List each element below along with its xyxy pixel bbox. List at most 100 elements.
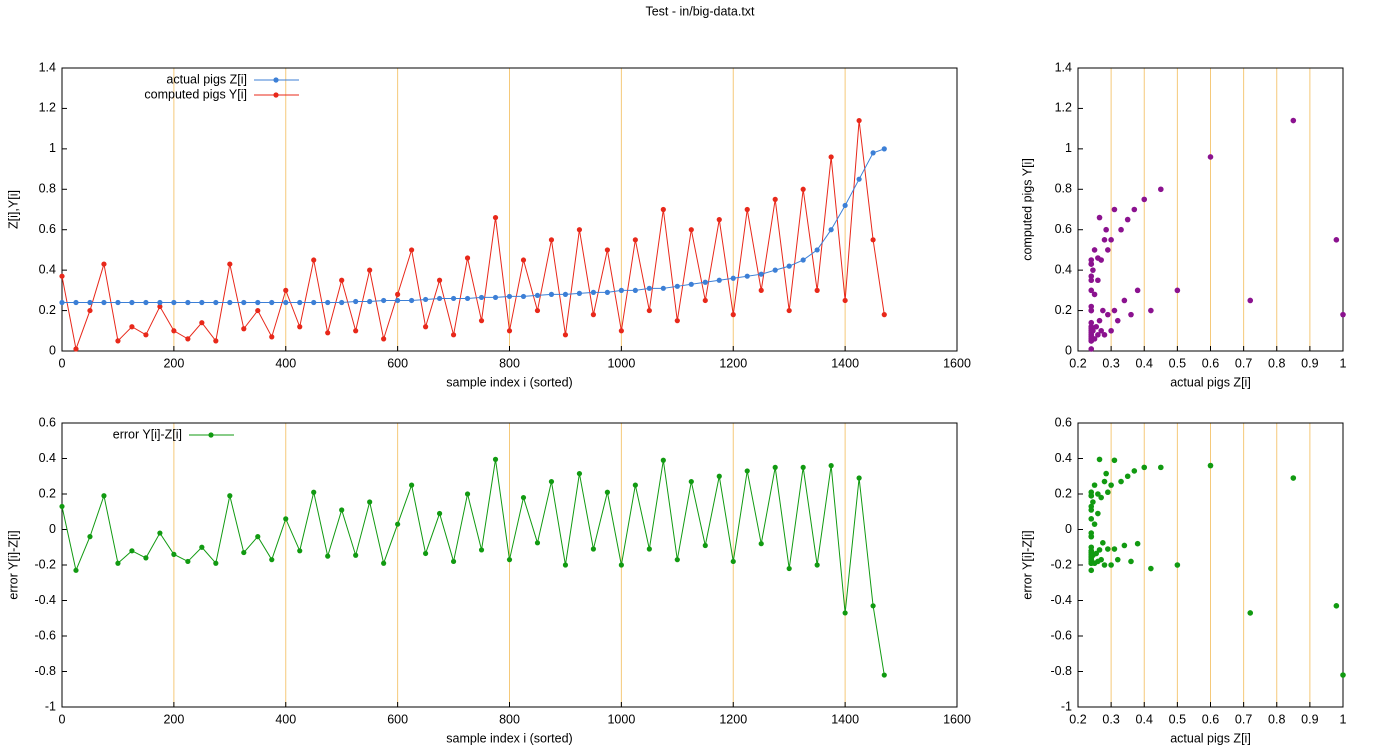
data-point <box>59 273 65 279</box>
x-axis-label: actual pigs Z[i] <box>1170 375 1251 389</box>
data-point <box>213 338 219 344</box>
data-point <box>395 291 401 297</box>
data-point <box>1131 206 1138 213</box>
data-point <box>436 277 443 283</box>
series-line <box>61 120 885 351</box>
data-point <box>409 482 415 488</box>
data-point <box>1088 307 1095 314</box>
y-tick-label: -1 <box>45 699 56 713</box>
x-tick-label: 600 <box>387 712 408 726</box>
x-tick-label: 800 <box>499 356 520 370</box>
data-point <box>325 299 331 306</box>
data-point <box>171 299 177 306</box>
data-point <box>87 299 93 306</box>
data-point <box>115 299 121 306</box>
x-tick-label: 0.9 <box>1301 712 1318 726</box>
legend-marker <box>273 92 279 98</box>
data-point <box>730 275 736 281</box>
data-point <box>227 493 233 499</box>
y-tick-label: 0.6 <box>39 222 56 236</box>
y-tick-label: -0.2 <box>34 557 56 571</box>
data-point <box>297 324 303 330</box>
data-point <box>1088 287 1095 294</box>
data-point <box>1088 567 1095 574</box>
data-point <box>730 312 736 318</box>
series-line <box>62 148 885 303</box>
y-tick-label: -0.6 <box>34 628 56 642</box>
x-tick-label: 800 <box>499 712 520 726</box>
y-axis-label: computed pigs Y[i] <box>1020 158 1034 261</box>
data-point <box>325 553 331 559</box>
data-point <box>1290 117 1297 124</box>
legend-label: error Y[i]-Z[i] <box>113 427 182 441</box>
data-point <box>646 307 652 314</box>
data-point <box>1091 336 1098 342</box>
x-tick-label: 0.4 <box>1136 356 1153 370</box>
data-point <box>1128 558 1134 565</box>
data-point <box>576 227 583 233</box>
data-point <box>185 558 191 565</box>
data-point <box>213 299 219 306</box>
x-tick-label: 0 <box>59 356 66 370</box>
data-point <box>1091 482 1098 488</box>
y-tick-label: 1.4 <box>1055 60 1072 74</box>
data-point <box>702 279 708 285</box>
data-point <box>1111 307 1118 314</box>
data-point <box>255 307 261 314</box>
data-point <box>772 464 778 470</box>
data-point <box>157 299 163 306</box>
data-point <box>1333 237 1340 243</box>
y-tick-label: 0.2 <box>1055 486 1072 500</box>
data-point <box>828 463 834 469</box>
data-point <box>800 257 806 263</box>
data-point <box>688 478 694 485</box>
data-point <box>856 117 862 124</box>
data-point <box>1093 323 1100 330</box>
data-point <box>1131 468 1138 474</box>
data-point <box>1096 456 1103 463</box>
data-point <box>297 299 303 306</box>
data-point <box>618 287 624 293</box>
x-tick-label: 1200 <box>719 712 747 726</box>
data-point <box>339 507 345 513</box>
data-point <box>115 338 121 344</box>
data-point <box>395 297 401 304</box>
data-point <box>772 196 778 202</box>
data-point <box>227 261 233 267</box>
y-tick-label: -0.6 <box>1050 628 1072 642</box>
data-point <box>1096 317 1103 324</box>
data-point <box>1134 287 1141 294</box>
data-point <box>1108 562 1114 568</box>
data-point <box>367 267 373 273</box>
data-point <box>1105 247 1111 253</box>
data-point <box>744 273 750 279</box>
legend-marker <box>208 432 214 438</box>
y-tick-label: 0.8 <box>39 182 56 196</box>
data-point <box>1095 277 1101 284</box>
data-point <box>353 298 359 305</box>
data-point <box>87 307 93 314</box>
data-point <box>632 237 638 243</box>
data-point <box>1101 237 1108 243</box>
data-point <box>842 297 848 304</box>
data-point <box>548 478 555 485</box>
data-point <box>688 227 694 233</box>
data-point <box>1098 556 1104 563</box>
data-point <box>534 307 541 314</box>
data-point <box>297 548 303 554</box>
data-point <box>660 285 666 291</box>
legend-marker <box>273 77 279 83</box>
data-point <box>772 267 778 273</box>
data-point <box>185 299 191 306</box>
data-point <box>1088 319 1095 326</box>
y-tick-label: -1 <box>1061 699 1072 713</box>
data-point <box>213 560 219 566</box>
x-tick-label: 0.9 <box>1301 356 1318 370</box>
data-point <box>744 206 750 213</box>
data-point <box>632 482 638 488</box>
data-point <box>1088 489 1095 496</box>
y-tick-label: 0 <box>49 343 56 357</box>
data-point <box>464 491 471 497</box>
data-point <box>422 296 429 303</box>
data-point <box>702 542 708 549</box>
